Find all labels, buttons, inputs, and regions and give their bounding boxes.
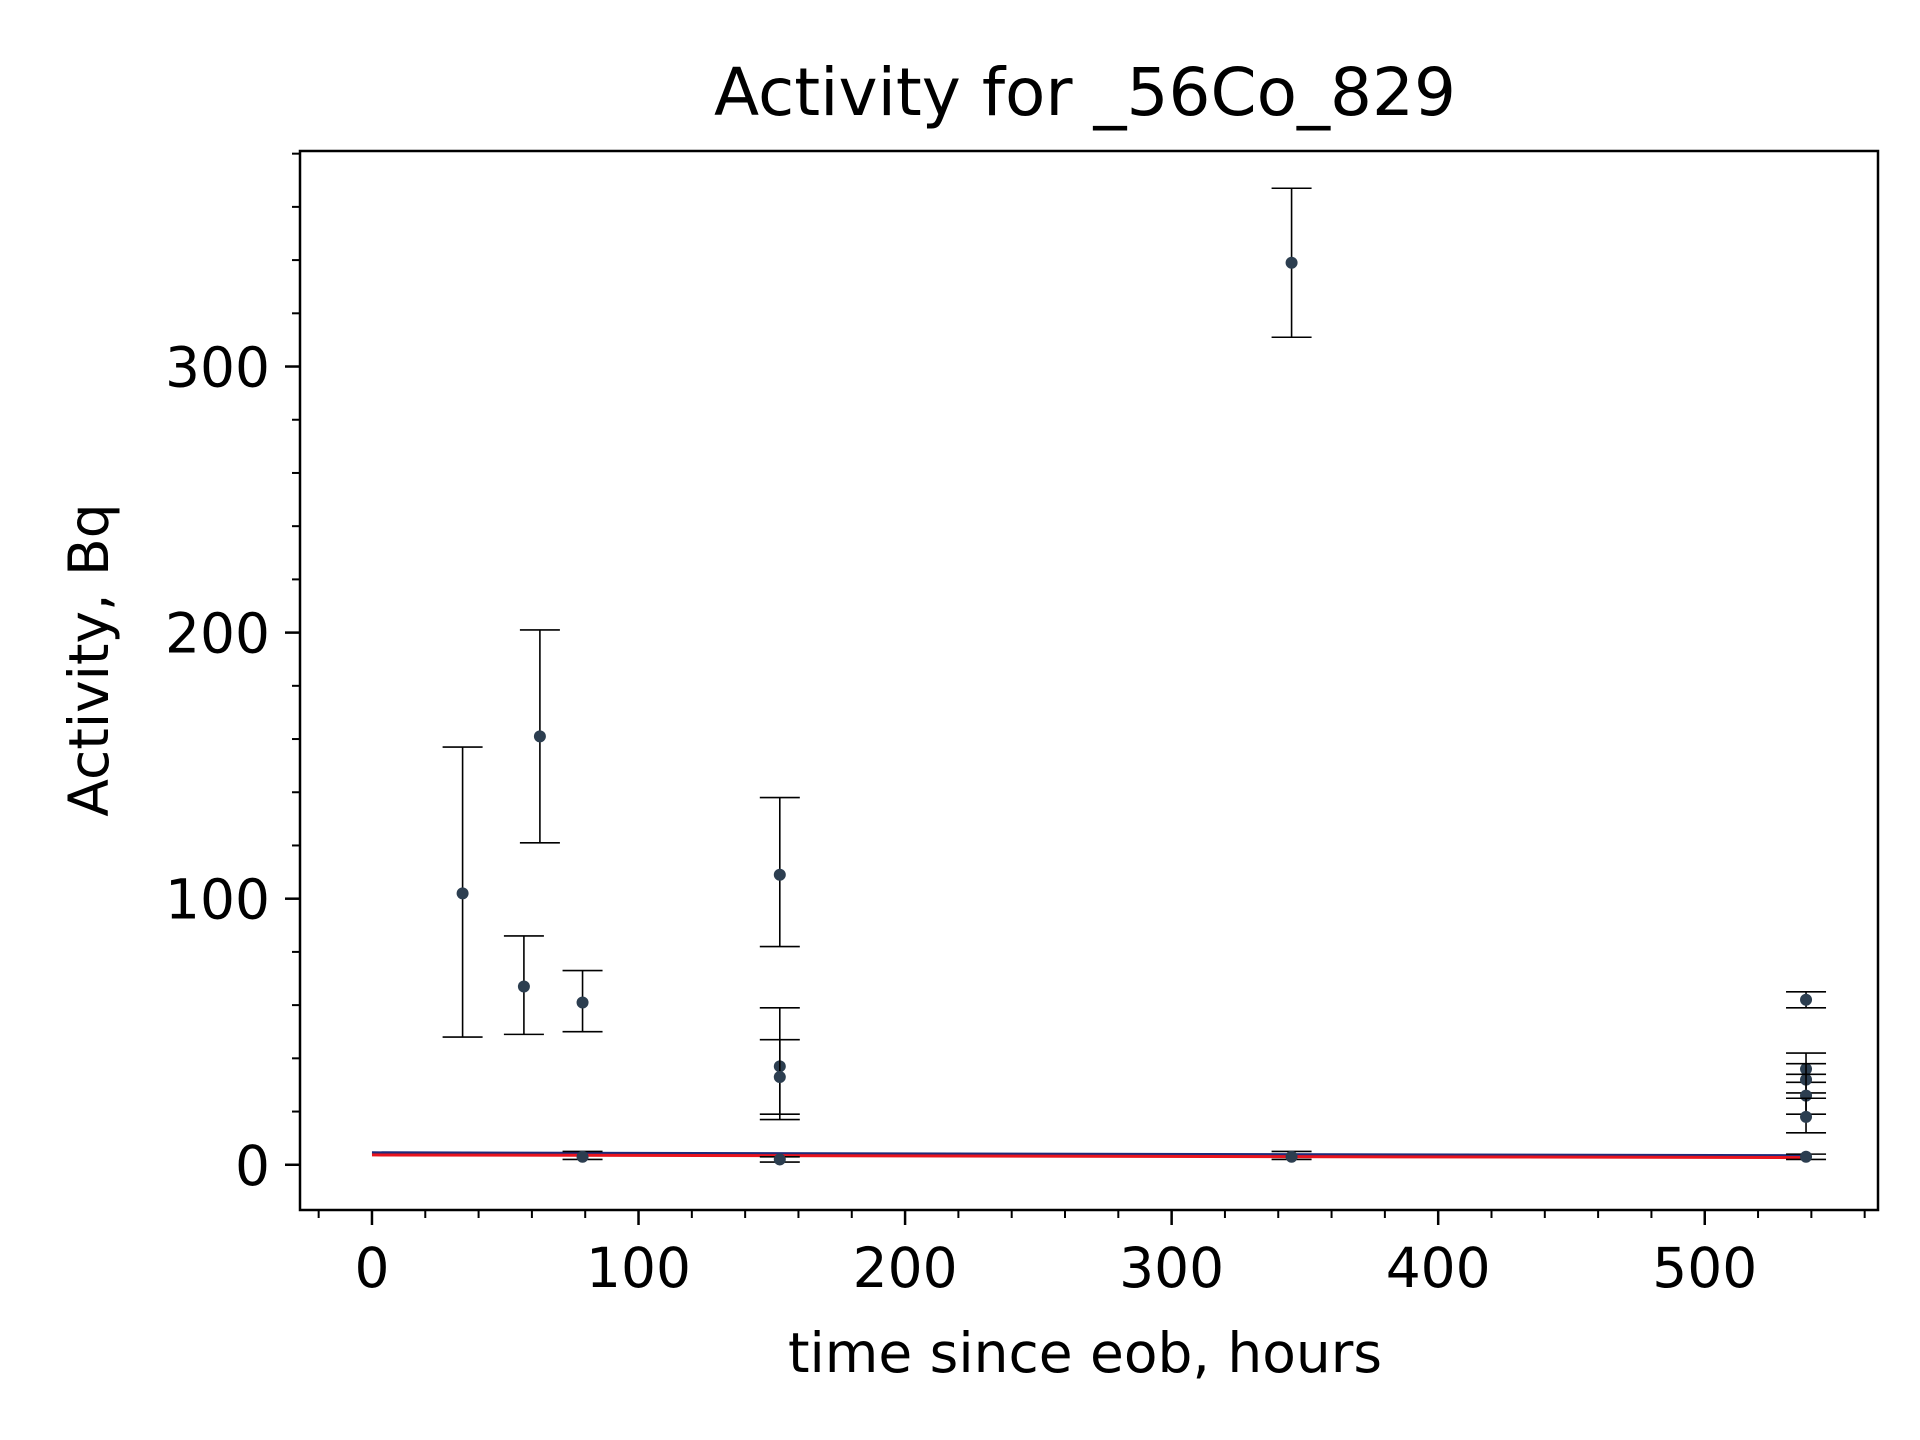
fit-line <box>371 1151 1807 1158</box>
y-tick-label: 300 <box>165 336 270 400</box>
data-point <box>1285 256 1298 269</box>
chart-title: Activity for _56Co_829 <box>714 54 1456 131</box>
data-point <box>773 1070 786 1083</box>
data-point <box>576 996 589 1009</box>
data-point <box>456 887 469 900</box>
y-tick-label: 0 <box>235 1134 270 1198</box>
x-tick-label: 200 <box>853 1236 958 1300</box>
x-tick-label: 400 <box>1386 1236 1491 1300</box>
data-point <box>773 868 786 881</box>
axes-frame <box>298 149 1880 1212</box>
x-axis-label: time since eob, hours <box>788 1321 1382 1385</box>
x-tick-label: 0 <box>354 1236 389 1300</box>
y-tick-label: 100 <box>165 868 270 932</box>
data-point <box>576 1150 589 1163</box>
x-tick-label: 100 <box>586 1236 691 1300</box>
data-point <box>1800 1110 1813 1123</box>
data-point <box>533 730 546 743</box>
data-point <box>517 980 530 993</box>
x-tick-label: 500 <box>1652 1236 1757 1300</box>
y-axis-label: Activity, Bq <box>57 503 121 816</box>
x-tick-label: 300 <box>1119 1236 1224 1300</box>
data-point <box>1800 1150 1813 1163</box>
data-point <box>1285 1150 1298 1163</box>
y-tick-label: 200 <box>165 602 270 666</box>
data-point <box>1800 993 1813 1006</box>
fit-line <box>371 1153 1807 1160</box>
plot-area <box>371 187 1827 1166</box>
axis-ticks: 0 100 200 300 400 500 0 100 200 300 <box>165 152 1866 1300</box>
data-point <box>773 1153 786 1166</box>
